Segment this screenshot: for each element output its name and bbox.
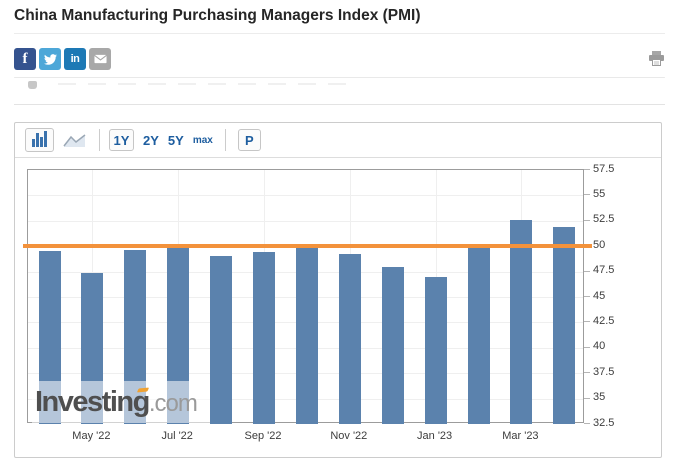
bar-chart-type-button[interactable]: [25, 128, 54, 152]
y-axis-tick: [584, 321, 590, 323]
print-button[interactable]: [648, 51, 665, 67]
bar[interactable]: [381, 266, 404, 424]
y-axis-label: 37.5: [593, 365, 615, 378]
bar[interactable]: [553, 226, 576, 424]
y-axis-tick: [584, 372, 590, 374]
y-axis-label: 32.5: [593, 416, 615, 429]
range-1y-button[interactable]: 1Y: [109, 129, 134, 151]
linkedin-share-button[interactable]: in: [64, 48, 86, 70]
y-axis-label: 50: [593, 238, 606, 251]
x-axis-label: Jul '22: [161, 430, 193, 442]
x-axis-label: Mar '23: [502, 430, 539, 442]
section-divider: [14, 104, 665, 105]
bar[interactable]: [338, 254, 361, 424]
twitter-bird-icon: [43, 53, 57, 65]
range-5y-button[interactable]: 5Y: [167, 132, 184, 148]
x-axis: May '22 Jul '22 Sep '22 Nov '22 Jan '23 Mar '…: [27, 430, 584, 444]
bar[interactable]: [210, 256, 233, 424]
y-axis-label: 42.5: [593, 314, 615, 327]
y-axis-tick: [584, 423, 590, 424]
watermark-text: Investing.com: [35, 385, 198, 418]
range-2y-button[interactable]: 2Y: [143, 132, 159, 148]
bar[interactable]: [253, 252, 275, 424]
twitter-share-button[interactable]: [39, 48, 61, 70]
bar-chart-icon: [32, 131, 47, 147]
x-axis-label: May '22: [72, 430, 111, 442]
page-title: China Manufacturing Purchasing Managers …: [14, 7, 421, 24]
x-axis-label: Nov '22: [330, 430, 368, 442]
collapsed-section-icon: [28, 81, 37, 89]
y-axis-label: 52.5: [593, 213, 615, 226]
y-axis-tick: [584, 296, 590, 297]
y-axis-tick: [584, 270, 590, 272]
facebook-icon: f: [22, 50, 28, 67]
x-axis-label: Jan '23: [417, 430, 453, 442]
y-axis: 57.5 55 52.5 50 47.5 45 42.5 40 37.5 35 32.5: [584, 163, 660, 429]
plot-area[interactable]: Investing.com: [23, 169, 592, 424]
printer-icon: [649, 51, 664, 66]
bar[interactable]: [38, 251, 61, 424]
bar[interactable]: [124, 250, 147, 424]
toolbar-separator: [99, 129, 100, 151]
y-axis-tick: [584, 194, 590, 196]
y-axis-label: 57.5: [593, 162, 615, 175]
chart-toolbar: 1Y 2Y 5Y max P: [15, 123, 661, 158]
y-axis-label: 40: [593, 340, 606, 353]
collapsed-section-text: [58, 83, 348, 85]
p-button[interactable]: P: [237, 129, 261, 151]
gridline-horizontal: [28, 220, 583, 222]
range-max-button[interactable]: max: [192, 134, 213, 146]
line-chart-icon: [63, 134, 86, 147]
toolbar-separator: [224, 129, 226, 151]
y-axis-label: 45: [593, 289, 606, 302]
bar[interactable]: [510, 219, 533, 424]
y-axis-label: 55: [593, 187, 606, 200]
line-chart-type-button[interactable]: [61, 131, 87, 149]
bar[interactable]: [424, 276, 447, 424]
watermark: Investing.com: [32, 381, 210, 423]
y-axis-label: 35: [593, 391, 606, 404]
facebook-share-button[interactable]: f: [14, 48, 36, 70]
gridline-horizontal: [28, 195, 583, 197]
chart-panel: 1Y 2Y 5Y max P Investing.com 57.5 55 52.5 5…: [14, 122, 662, 458]
y-axis-tick: [584, 219, 590, 221]
social-share-row: f in: [14, 48, 111, 70]
title-divider: [14, 33, 665, 34]
collapsed-section-edge: [14, 77, 665, 78]
bar[interactable]: [467, 245, 490, 424]
x-axis-label: Sep '22: [244, 430, 282, 442]
y-axis-label: 47.5: [593, 264, 615, 277]
email-icon: [93, 54, 107, 64]
bar[interactable]: [295, 245, 318, 424]
bar[interactable]: [167, 244, 190, 424]
y-axis-tick: [584, 169, 590, 170]
linkedin-icon: in: [70, 53, 80, 65]
y-axis-tick: [584, 346, 590, 348]
email-share-button[interactable]: [89, 48, 111, 70]
y-axis-tick: [584, 397, 590, 399]
collapsed-section: [0, 80, 678, 92]
threshold-line-50: [23, 244, 592, 249]
